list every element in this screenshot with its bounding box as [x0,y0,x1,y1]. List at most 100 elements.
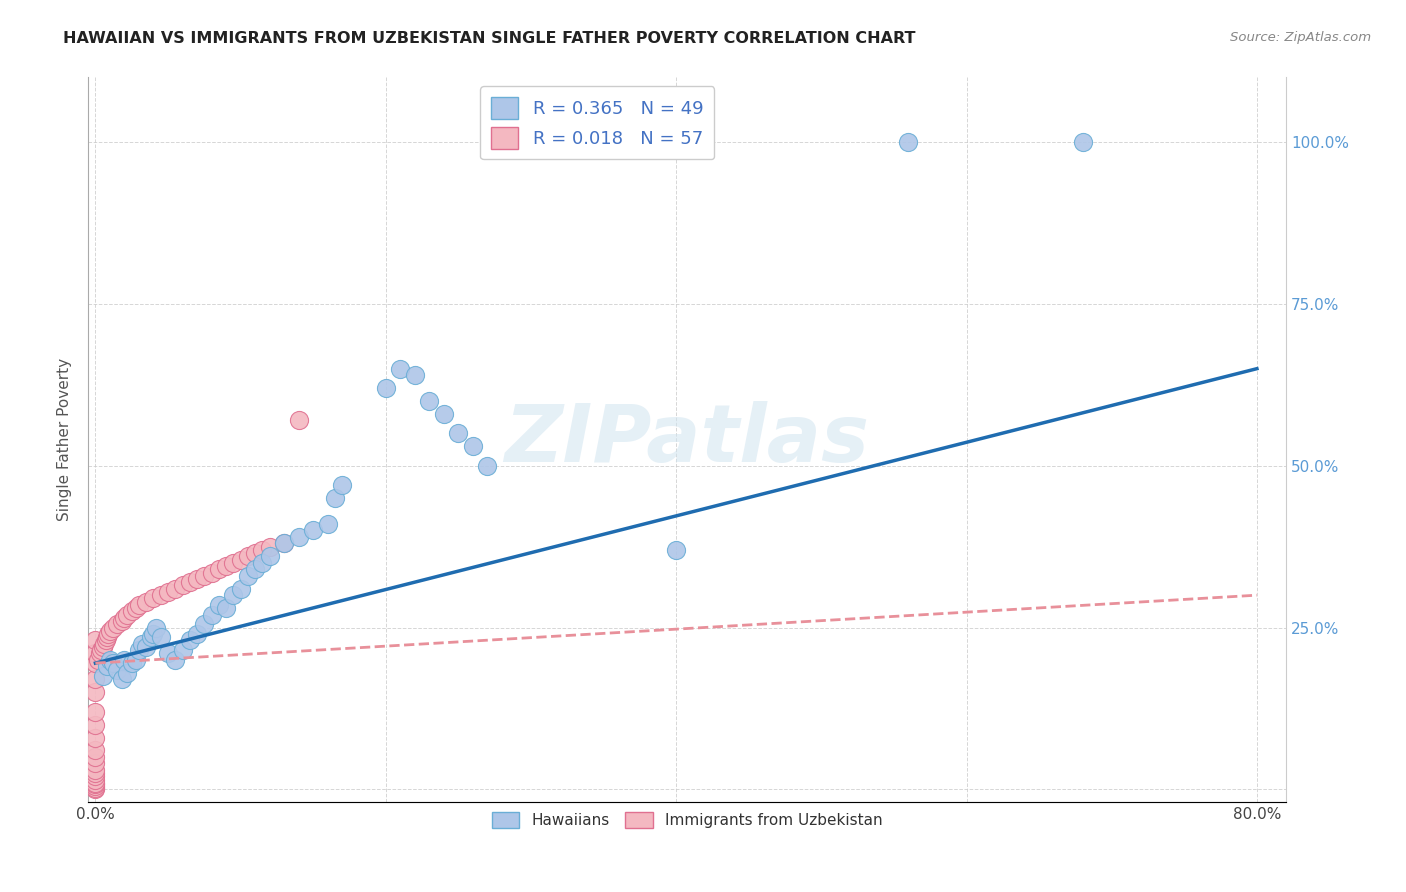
Point [114,611,136,625]
Point [316,516,339,531]
Point [179,633,201,648]
Point [665,542,688,557]
Point [135,594,157,608]
Point [165,653,187,667]
Point [105,663,128,677]
Point [259,549,281,564]
Point [128,598,150,612]
Point [156,647,179,661]
Point [87,653,110,667]
Point [200,607,222,622]
Point [139,630,162,644]
Y-axis label: Single Father Poverty: Single Father Poverty [58,359,72,522]
Point [125,601,148,615]
Point [200,566,222,580]
Point [229,582,252,596]
Point [287,530,309,544]
Point [447,426,470,441]
Point [135,640,157,654]
Point [172,578,194,592]
Point [84,763,107,777]
Point [243,562,266,576]
Point [110,614,132,628]
Point [897,135,920,149]
Point [97,627,120,641]
Point [142,627,165,641]
Point [125,653,148,667]
Point [374,381,396,395]
Point [84,731,107,745]
Point [84,705,107,719]
Point [84,769,107,783]
Point [84,776,107,790]
Point [165,582,187,596]
Point [84,777,107,791]
Legend: Hawaiians, Immigrants from Uzbekistan: Hawaiians, Immigrants from Uzbekistan [485,806,889,835]
Point [208,562,231,576]
Point [84,766,107,780]
Text: HAWAIIAN VS IMMIGRANTS FROM UZBEKISTAN SINGLE FATHER POVERTY CORRELATION CHART: HAWAIIAN VS IMMIGRANTS FROM UZBEKISTAN S… [63,31,915,46]
Point [149,588,172,602]
Point [84,647,107,661]
Point [433,407,456,421]
Point [477,458,499,473]
Point [84,780,107,795]
Point [208,598,231,612]
Point [186,572,208,586]
Point [131,637,153,651]
Point [121,604,143,618]
Point [91,640,114,654]
Point [259,540,281,554]
Point [330,478,353,492]
Point [84,750,107,764]
Point [193,568,215,582]
Point [128,643,150,657]
Point [236,568,259,582]
Point [114,653,136,667]
Point [84,633,107,648]
Point [84,779,107,793]
Point [243,546,266,560]
Point [149,630,172,644]
Point [186,627,208,641]
Point [117,607,139,622]
Text: Source: ZipAtlas.com: Source: ZipAtlas.com [1230,31,1371,45]
Point [252,542,274,557]
Text: ZIPatlas: ZIPatlas [505,401,869,479]
Point [84,717,107,731]
Point [273,536,295,550]
Point [302,524,325,538]
Point [98,624,121,638]
Point [179,575,201,590]
Point [222,556,245,570]
Point [252,556,274,570]
Point [172,643,194,657]
Point [229,552,252,566]
Point [93,637,115,651]
Point [193,617,215,632]
Point [461,439,484,453]
Point [84,656,107,670]
Point [273,536,295,550]
Point [1071,135,1094,149]
Point [94,633,117,648]
Point [84,673,107,687]
Point [84,756,107,771]
Point [404,368,426,383]
Point [222,588,245,602]
Point [145,621,167,635]
Point [110,673,132,687]
Point [105,617,128,632]
Point [215,601,238,615]
Point [287,413,309,427]
Point [215,559,238,574]
Point [101,621,124,635]
Point [84,772,107,787]
Point [236,549,259,564]
Point [90,643,112,657]
Point [117,665,139,680]
Point [84,743,107,757]
Point [418,394,440,409]
Point [96,630,118,644]
Point [323,491,346,505]
